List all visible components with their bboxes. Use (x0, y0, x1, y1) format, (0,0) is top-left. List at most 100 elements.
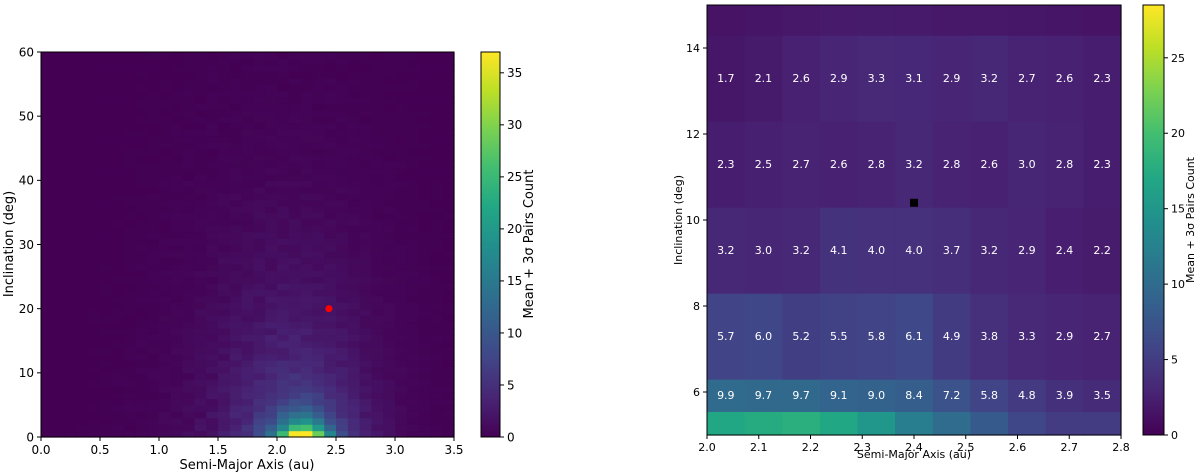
heatmap-cell (182, 366, 195, 374)
heatmap-cell (430, 257, 443, 265)
heatmap-cell (229, 417, 243, 425)
heatmap-cell (359, 289, 372, 297)
heatmap-cell (371, 372, 384, 380)
heatmap-cell (347, 417, 361, 425)
heatmap-cell (123, 180, 136, 188)
heatmap-cell (277, 129, 290, 137)
heatmap-cell (347, 257, 361, 265)
heatmap-cell (406, 244, 420, 252)
heatmap-cell (41, 141, 54, 149)
heatmap-cell (347, 90, 361, 98)
heatmap-cell (312, 225, 325, 233)
heatmap-cell (300, 334, 313, 342)
heatmap-cell (371, 180, 384, 188)
heatmap-cell (88, 327, 101, 335)
heatmap-cell (312, 84, 325, 92)
heatmap-cell (123, 238, 136, 246)
heatmap-cell (347, 109, 361, 117)
x-tick-label: 3.0 (385, 443, 404, 457)
heatmap-cell (159, 334, 172, 342)
heatmap-cell (52, 283, 66, 291)
heatmap-cell (406, 270, 420, 278)
heatmap-cell (406, 289, 420, 297)
heatmap-cell (52, 148, 66, 156)
heatmap-cell (159, 84, 172, 92)
heatmap-cell (782, 293, 821, 380)
heatmap-cell (229, 135, 243, 143)
heatmap-cell (265, 84, 278, 92)
heatmap-cell (135, 206, 148, 214)
heatmap-cell (159, 353, 172, 361)
heatmap-cell (430, 148, 443, 156)
cell-value-label: 2.9 (1056, 330, 1074, 343)
heatmap-cell (76, 302, 89, 310)
heatmap-cell (135, 122, 148, 130)
heatmap-cell (819, 5, 859, 36)
heatmap-cell (383, 347, 396, 355)
heatmap-cell (206, 360, 219, 368)
heatmap-cell (170, 430, 184, 438)
heatmap-cell (359, 270, 372, 278)
heatmap-cell (300, 315, 313, 323)
heatmap-cell (41, 206, 54, 214)
heatmap-cell (371, 257, 384, 265)
heatmap-cell (324, 141, 337, 149)
heatmap-cell (111, 141, 125, 149)
heatmap-cell (76, 289, 89, 297)
heatmap-cell (383, 186, 396, 194)
heatmap-cell (41, 398, 54, 406)
heatmap-cell (147, 430, 160, 438)
heatmap-cell (395, 141, 408, 149)
heatmap-cell (406, 315, 420, 323)
heatmap-cell (41, 122, 54, 130)
heatmap-cell (277, 96, 290, 104)
heatmap-cell (324, 154, 337, 162)
heatmap-cell (395, 186, 408, 194)
heatmap-cell (300, 424, 313, 432)
heatmap-cell (277, 257, 290, 265)
heatmap-cell (253, 135, 266, 143)
heatmap-cell (241, 71, 254, 79)
heatmap-cell (88, 141, 101, 149)
heatmap-cell (395, 58, 408, 66)
heatmap-cell (406, 430, 420, 438)
heatmap-cell (170, 173, 184, 181)
heatmap-cell (265, 430, 278, 438)
heatmap-cell (159, 141, 172, 149)
heatmap-cell (347, 430, 361, 438)
heatmap-cell (147, 141, 160, 149)
heatmap-cell (277, 250, 290, 258)
heatmap-cell (253, 379, 266, 387)
heatmap-cell (206, 385, 219, 393)
heatmap-cell (41, 430, 54, 438)
heatmap-cell (159, 173, 172, 181)
heatmap-cell (229, 212, 243, 220)
heatmap-cell (218, 199, 231, 207)
heatmap-cell (147, 417, 160, 425)
heatmap-cell (147, 135, 160, 143)
heatmap-cell (442, 263, 455, 271)
heatmap-cell (442, 180, 455, 188)
heatmap-cell (265, 257, 278, 265)
heatmap-cell (395, 276, 408, 284)
heatmap-cell (135, 315, 148, 323)
heatmap-cell (229, 180, 243, 188)
heatmap-cell (288, 193, 302, 201)
heatmap-cell (336, 135, 349, 143)
left-colorbar (481, 52, 500, 437)
heatmap-cell (206, 71, 219, 79)
heatmap-cell (442, 167, 455, 175)
heatmap-cell (194, 173, 207, 181)
heatmap-cell (312, 353, 325, 361)
heatmap-cell (253, 392, 266, 400)
heatmap-cell (194, 218, 207, 226)
heatmap-cell (300, 302, 313, 310)
heatmap-cell (383, 404, 396, 412)
heatmap-cell (312, 417, 325, 425)
heatmap-cell (347, 283, 361, 291)
heatmap-cell (406, 161, 420, 169)
heatmap-cell (406, 193, 420, 201)
heatmap-cell (406, 52, 420, 60)
heatmap-cell (347, 71, 361, 79)
heatmap-cell (288, 353, 302, 361)
